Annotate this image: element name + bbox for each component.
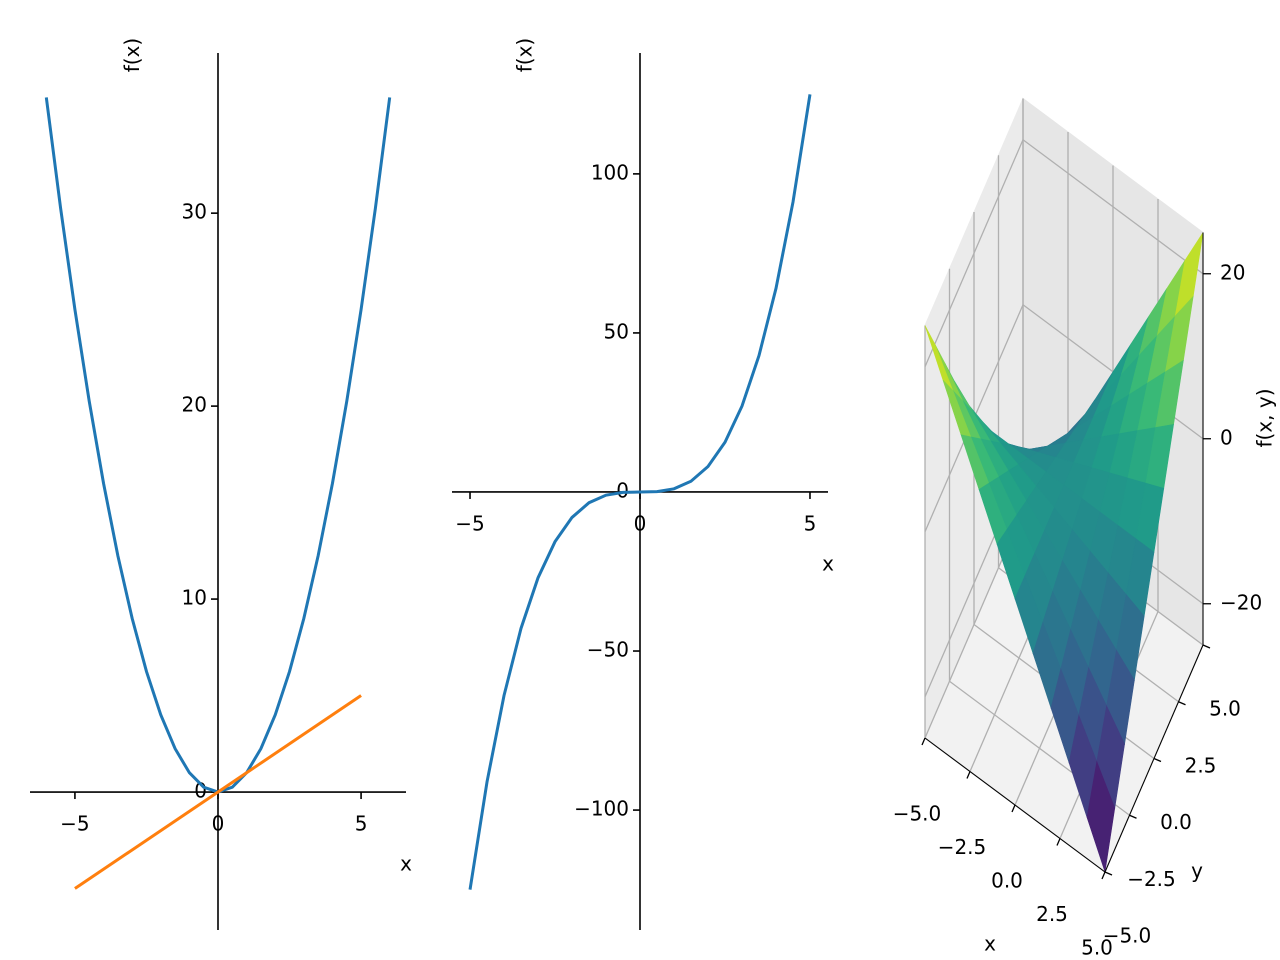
y-tick-label: −100 xyxy=(574,797,629,821)
surface-patch xyxy=(1086,760,1116,873)
y-tick xyxy=(1104,871,1113,876)
x-tick-label: 0.0 xyxy=(991,869,1023,893)
x-tick-label: 0 xyxy=(634,511,647,535)
x-axis-label: x xyxy=(822,551,834,575)
x-tick-label: 5 xyxy=(804,511,817,535)
x-tick-label: 5 xyxy=(355,812,368,836)
line-series xyxy=(74,694,362,890)
y-axis-label: f(x) xyxy=(120,38,144,72)
z-tick-label: −20 xyxy=(1220,590,1262,614)
y-tick-label: 0 xyxy=(616,478,629,502)
grid-line xyxy=(1022,139,1204,275)
y-tick-label: 10 xyxy=(182,586,207,610)
x-tick-label: 0 xyxy=(212,812,225,836)
x-tick-label: 5.0 xyxy=(1081,936,1113,960)
y-axis-label: y xyxy=(1191,859,1203,883)
x-tick xyxy=(921,737,926,746)
x-tick-label: −5.0 xyxy=(893,802,942,826)
z-tick-label: 20 xyxy=(1220,260,1245,284)
x-tick-label: −2.5 xyxy=(938,835,987,859)
y-tick-label: −50 xyxy=(587,638,629,662)
y-tick xyxy=(1202,644,1211,649)
x-tick-label: −5 xyxy=(455,511,484,535)
z-tick-label: 0 xyxy=(1220,425,1233,449)
x-tick xyxy=(966,771,971,779)
y-tick-label: 5.0 xyxy=(1209,697,1241,721)
x-axis-label: x xyxy=(984,932,996,956)
y-tick xyxy=(1153,757,1162,763)
y-tick-label: 0.0 xyxy=(1160,810,1192,834)
y-tick xyxy=(1178,701,1186,706)
y-tick-label: 30 xyxy=(182,200,207,224)
grid-line xyxy=(924,139,1024,368)
y-tick xyxy=(1129,814,1137,819)
y-tick-label: −5.0 xyxy=(1103,924,1152,948)
y-axis-label: f(x) xyxy=(513,38,537,72)
y-tick-label: 2.5 xyxy=(1185,753,1217,777)
x-tick-label: 2.5 xyxy=(1036,902,1068,926)
y-tick-label: 100 xyxy=(591,160,629,184)
x-tick xyxy=(1011,804,1016,813)
y-tick-label: 20 xyxy=(182,393,207,417)
y-tick-label: 50 xyxy=(604,319,629,343)
x-axis-label: x xyxy=(400,852,412,876)
x-tick xyxy=(1056,838,1061,846)
z-axis-label: f(x, y) xyxy=(1253,388,1277,447)
x-tick-label: −5 xyxy=(60,812,89,836)
x-tick xyxy=(1101,871,1106,880)
y-tick-label: −2.5 xyxy=(1127,867,1176,891)
y-tick-label: 0 xyxy=(194,779,207,803)
line-series xyxy=(468,94,812,890)
